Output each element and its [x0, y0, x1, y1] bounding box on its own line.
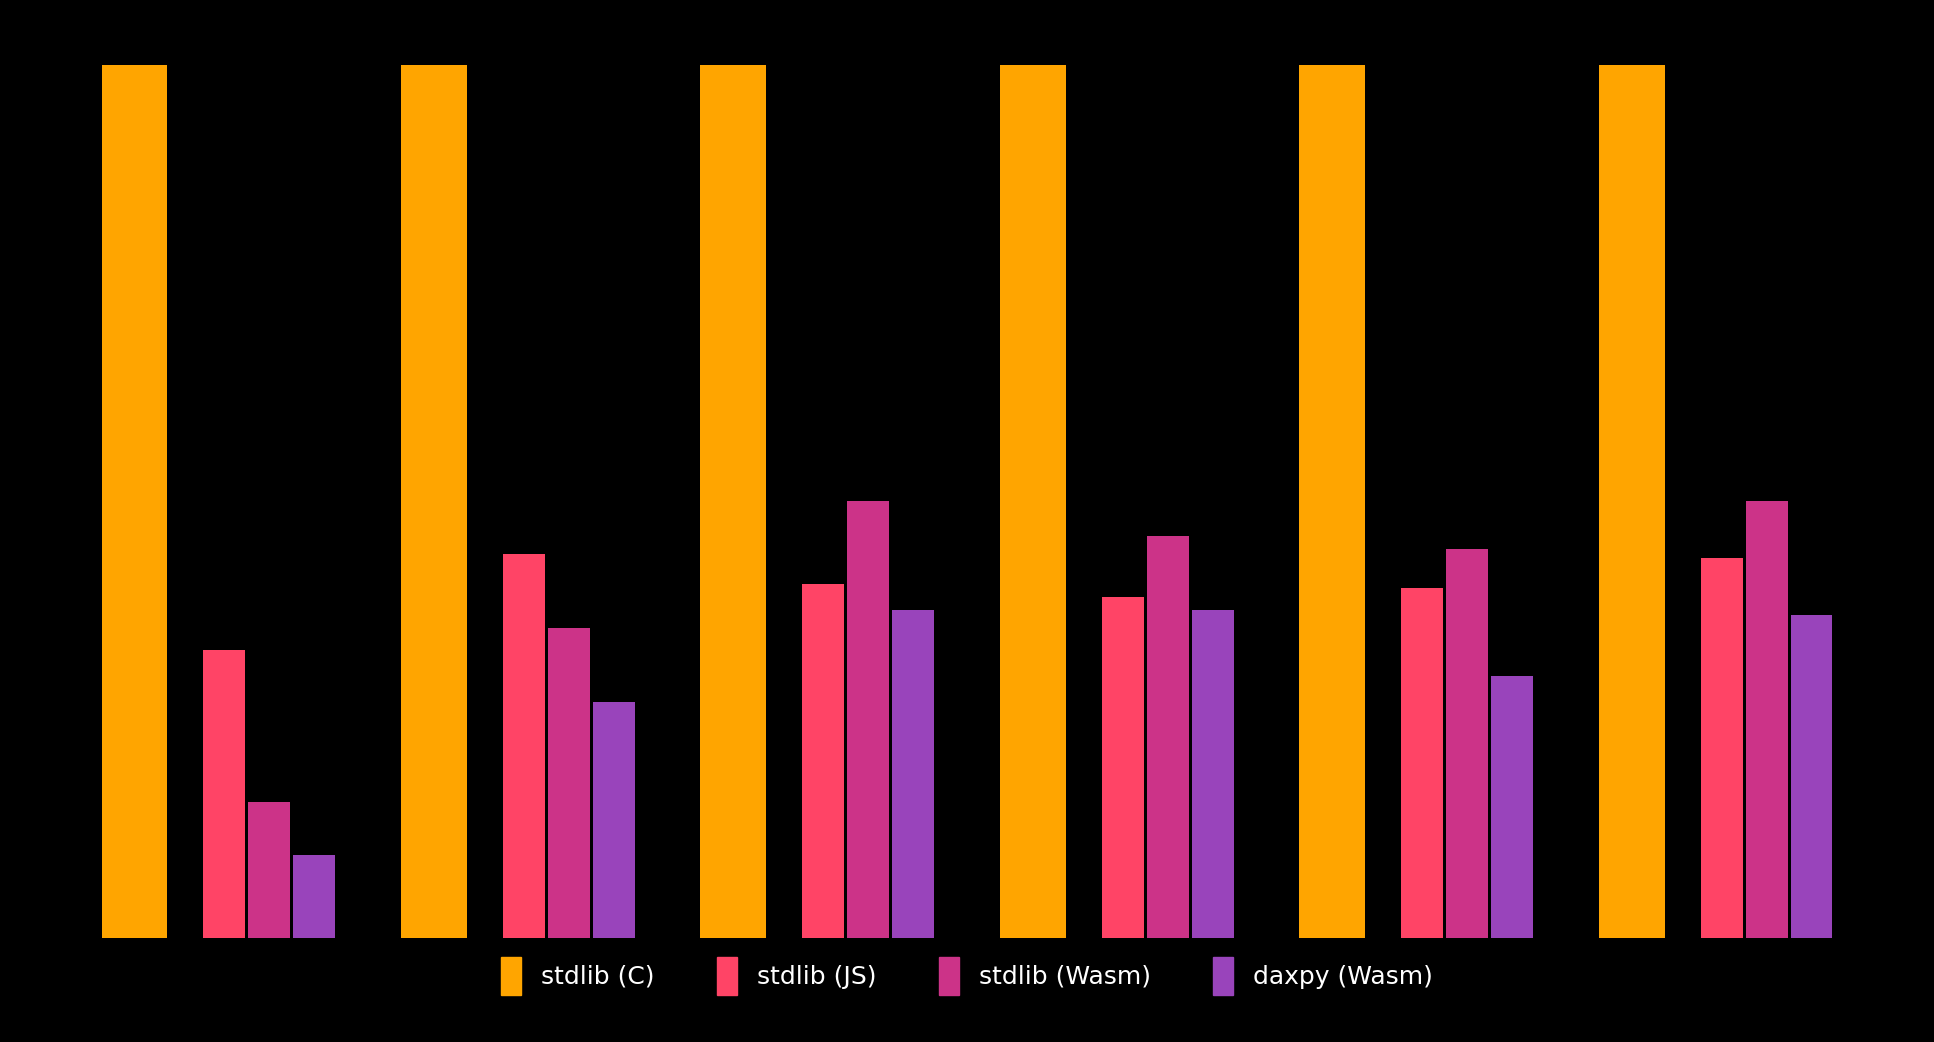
Bar [1402, 589, 1443, 938]
Bar [400, 65, 466, 938]
Bar [803, 585, 845, 938]
Bar [847, 501, 890, 938]
Bar [1147, 536, 1189, 938]
Bar [248, 802, 290, 938]
Legend: stdlib (C), stdlib (JS), stdlib (Wasm), daxpy (Wasm): stdlib (C), stdlib (JS), stdlib (Wasm), … [487, 944, 1447, 1008]
Bar [892, 611, 934, 938]
Bar [1191, 611, 1234, 938]
Bar [503, 553, 545, 938]
Bar [547, 627, 590, 938]
Bar [1700, 557, 1743, 938]
Bar [294, 854, 335, 938]
Bar [1300, 65, 1365, 938]
Bar [1791, 615, 1831, 938]
Bar [1599, 65, 1665, 938]
Bar [1102, 597, 1143, 938]
Bar [103, 65, 168, 938]
Bar [1746, 501, 1787, 938]
Bar [592, 702, 634, 938]
Bar [1000, 65, 1066, 938]
Bar [203, 649, 246, 938]
Bar [1491, 676, 1534, 938]
Bar [1447, 549, 1487, 938]
Bar [700, 65, 766, 938]
